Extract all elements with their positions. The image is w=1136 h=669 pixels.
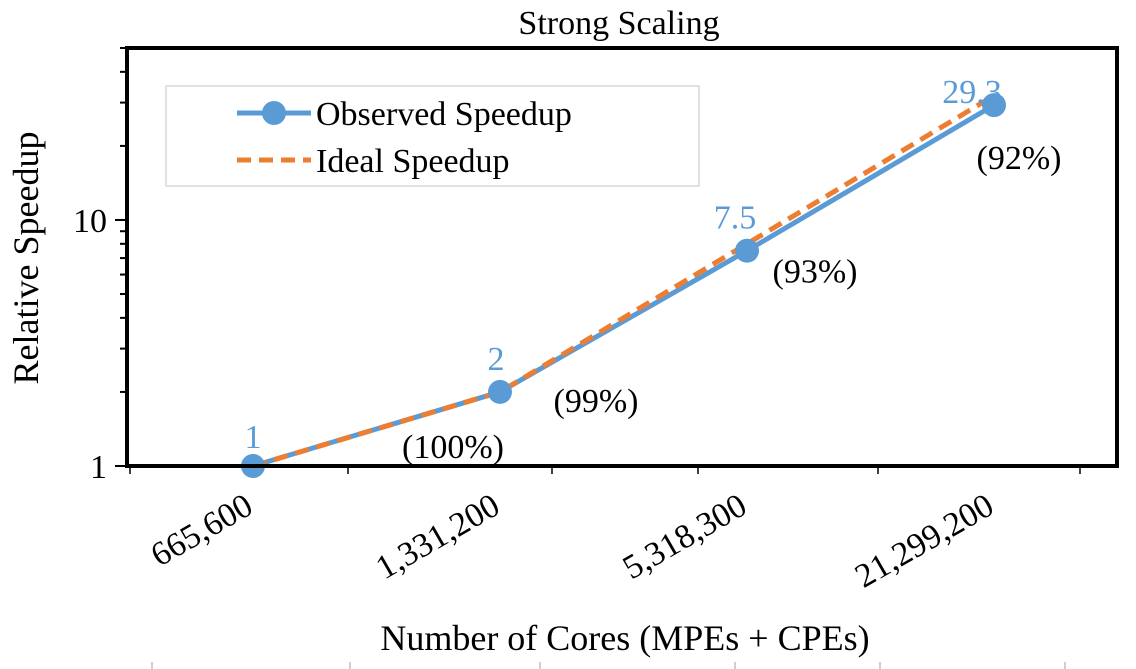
x-tick-label: 21,299,200 [849,487,1000,596]
efficiency-label: (99%) [554,383,639,420]
x-tick-label: 665,600 [145,487,259,574]
observed-value-label: 7.5 [714,200,757,237]
observed-point [982,93,1006,118]
efficiency-label: (93%) [773,254,858,291]
x-axis-label: Number of Cores (MPEs + CPEs) [380,618,869,658]
observed-point [488,379,512,404]
series-observed-line [252,102,996,469]
y-tick-label: 1 [90,449,107,486]
y-tick-label: 10 [73,203,107,240]
series-layer [241,93,1006,478]
legend: Observed Speedup Ideal Speedup [165,85,700,187]
efficiency-label: (100%) [402,429,504,466]
legend-observed-marker [262,101,286,125]
legend-entry-ideal: Ideal Speedup [237,143,510,180]
legend-observed-label: Observed Speedup [316,96,572,133]
label-layer: 1 2 7.5 29.3 (100%) (99%) (93%) (92%) [245,74,1062,466]
observed-value-label: 1 [245,419,262,456]
legend-box [165,85,700,187]
observed-value-label: 2 [488,341,505,378]
chart-title: Strong Scaling [518,5,719,42]
legend-ideal-label: Ideal Speedup [316,143,510,180]
series-ideal-line [252,93,996,469]
x-tick-label: 5,318,300 [617,487,753,587]
x-tick-label: 1,331,200 [370,487,506,587]
observed-point [735,238,759,263]
legend-entry-observed: Observed Speedup [237,96,572,133]
plot-frame [125,46,1119,468]
observed-value-label: 29.3 [942,74,1002,111]
efficiency-label: (92%) [977,140,1062,177]
y-axis-label: Relative Speedup [6,132,46,385]
